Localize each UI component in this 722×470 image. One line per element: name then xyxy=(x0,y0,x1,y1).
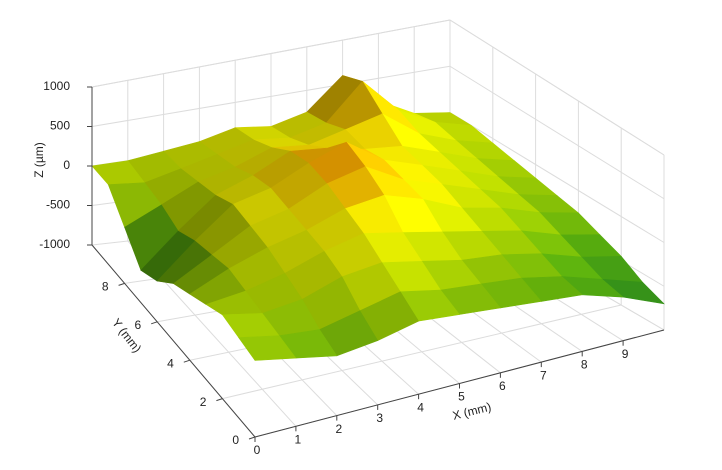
z-axis-title: Z (µm) xyxy=(32,142,46,178)
surface-patch xyxy=(238,335,297,361)
x-tick-label: 9 xyxy=(622,347,629,361)
x-tick-label: 7 xyxy=(540,368,547,382)
y-tick-label: 8 xyxy=(102,280,109,294)
y-tick xyxy=(151,321,158,325)
z-tick-label: 0 xyxy=(63,158,70,172)
y-tick xyxy=(248,436,256,440)
side-wall-grid-line xyxy=(449,112,665,243)
x-tick-label: 8 xyxy=(581,358,588,372)
y-axis-line xyxy=(91,244,256,438)
z-tick-label: 1000 xyxy=(43,79,70,93)
x-tick-label: 1 xyxy=(295,432,302,446)
side-wall-grid-line xyxy=(449,65,665,200)
y-tick-label: 4 xyxy=(167,356,174,370)
y-tick xyxy=(183,359,190,363)
y-tick-label: 0 xyxy=(232,433,239,447)
x-tick-label: 3 xyxy=(376,411,383,425)
y-tick xyxy=(118,282,125,286)
x-tick-label: 6 xyxy=(499,379,506,393)
floor-grid-line xyxy=(222,304,622,400)
x-tick-label: 0 xyxy=(254,443,261,457)
z-tick-label: -500 xyxy=(46,198,70,212)
y-tick-label: 6 xyxy=(135,318,142,332)
x-tick-label: 5 xyxy=(458,390,465,404)
back-wall-grid-line xyxy=(91,65,451,127)
z-tick-label: 500 xyxy=(50,119,70,133)
y-tick-label: 2 xyxy=(200,395,207,409)
z-tick-label: -1000 xyxy=(39,237,70,251)
x-tick-label: 2 xyxy=(335,422,342,436)
y-tick xyxy=(216,398,223,402)
box-edge xyxy=(449,19,665,156)
x-tick-label: 4 xyxy=(417,400,424,414)
box-edge xyxy=(91,19,451,88)
